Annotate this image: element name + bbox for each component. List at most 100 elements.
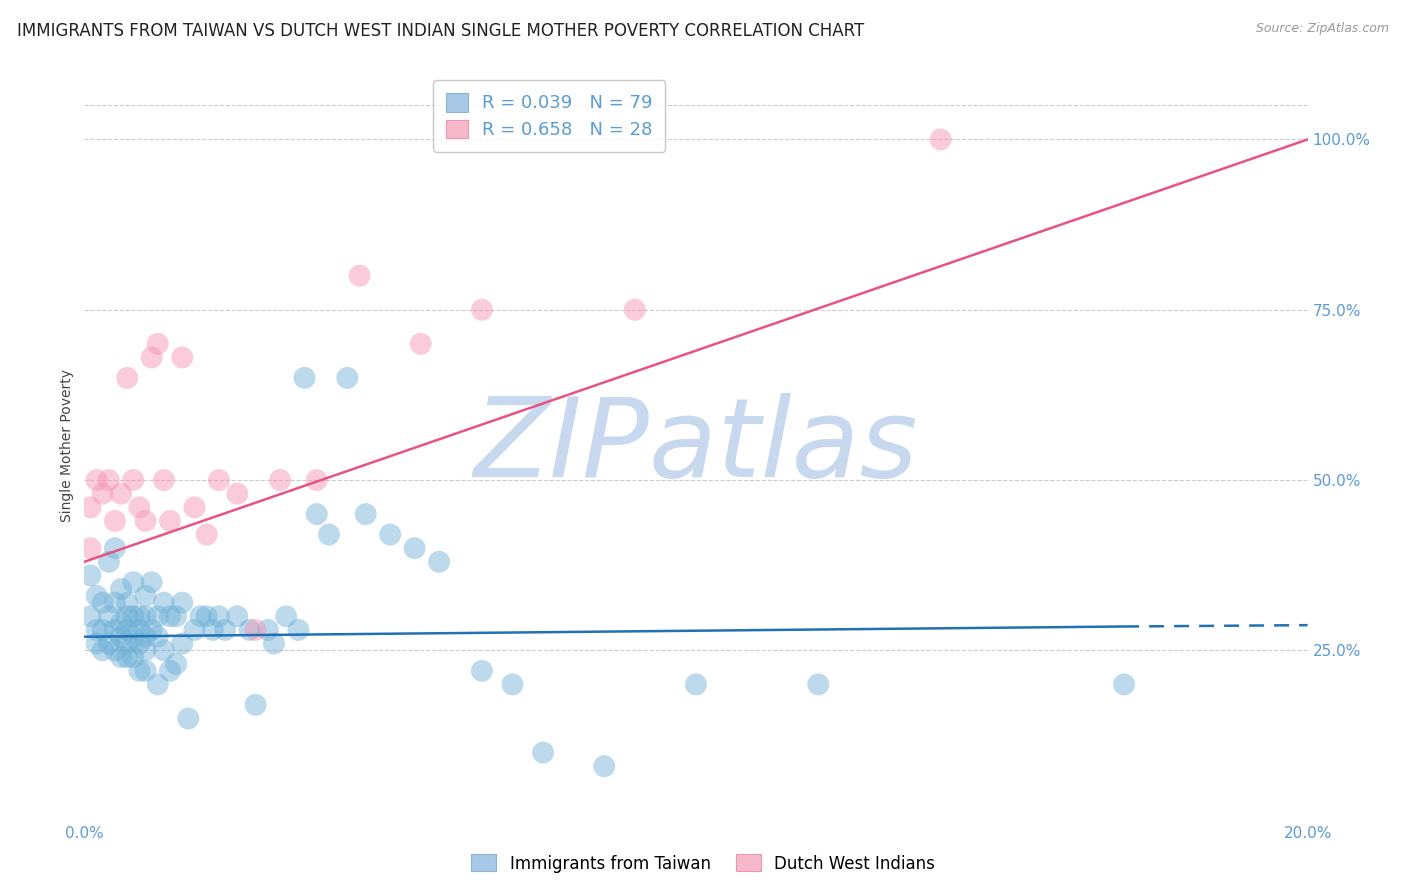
- Text: Source: ZipAtlas.com: Source: ZipAtlas.com: [1256, 22, 1389, 36]
- Point: [135, 589, 157, 603]
- Point: [153, 596, 176, 610]
- Point: [245, 623, 267, 637]
- Point: [318, 527, 340, 541]
- Point: [128, 609, 150, 624]
- Point: [409, 336, 432, 351]
- Point: [141, 623, 163, 637]
- Point: [177, 711, 200, 725]
- Point: [104, 514, 127, 528]
- Point: [97, 555, 120, 569]
- Point: [122, 650, 145, 665]
- Point: [165, 657, 187, 671]
- Point: [1114, 677, 1136, 691]
- Point: [263, 636, 285, 650]
- Point: [115, 650, 138, 665]
- Point: [86, 589, 108, 603]
- Point: [294, 371, 316, 385]
- Point: [128, 664, 150, 678]
- Point: [122, 630, 145, 644]
- Point: [685, 677, 707, 691]
- Legend: Immigrants from Taiwan, Dutch West Indians: Immigrants from Taiwan, Dutch West India…: [464, 847, 942, 880]
- Point: [135, 664, 157, 678]
- Point: [502, 677, 524, 691]
- Point: [201, 623, 224, 637]
- Point: [79, 541, 101, 556]
- Point: [226, 486, 249, 500]
- Point: [122, 473, 145, 487]
- Point: [153, 473, 176, 487]
- Point: [208, 473, 231, 487]
- Point: [172, 596, 194, 610]
- Point: [122, 575, 145, 590]
- Point: [79, 609, 101, 624]
- Point: [336, 371, 359, 385]
- Point: [146, 336, 169, 351]
- Point: [104, 541, 127, 556]
- Point: [110, 630, 132, 644]
- Point: [135, 630, 157, 644]
- Point: [146, 630, 169, 644]
- Point: [146, 609, 169, 624]
- Point: [257, 623, 280, 637]
- Text: ZIPatlas: ZIPatlas: [474, 392, 918, 500]
- Point: [104, 596, 127, 610]
- Point: [159, 514, 181, 528]
- Point: [115, 596, 138, 610]
- Point: [115, 623, 138, 637]
- Point: [110, 486, 132, 500]
- Point: [208, 609, 231, 624]
- Point: [593, 759, 616, 773]
- Point: [183, 623, 205, 637]
- Point: [86, 473, 108, 487]
- Point: [195, 609, 218, 624]
- Point: [624, 302, 647, 317]
- Text: IMMIGRANTS FROM TAIWAN VS DUTCH WEST INDIAN SINGLE MOTHER POVERTY CORRELATION CH: IMMIGRANTS FROM TAIWAN VS DUTCH WEST IND…: [17, 22, 865, 40]
- Point: [79, 568, 101, 582]
- Point: [349, 268, 371, 283]
- Point: [214, 623, 236, 637]
- Point: [135, 643, 157, 657]
- Point: [380, 527, 402, 541]
- Point: [531, 746, 554, 760]
- Point: [97, 473, 120, 487]
- Point: [91, 643, 114, 657]
- Point: [159, 609, 181, 624]
- Point: [276, 609, 298, 624]
- Point: [354, 507, 377, 521]
- Point: [238, 623, 260, 637]
- Point: [427, 555, 450, 569]
- Point: [122, 609, 145, 624]
- Point: [110, 582, 132, 596]
- Point: [115, 636, 138, 650]
- Point: [141, 575, 163, 590]
- Point: [471, 664, 494, 678]
- Point: [97, 609, 120, 624]
- Point: [929, 132, 952, 146]
- Point: [128, 636, 150, 650]
- Point: [110, 616, 132, 631]
- Point: [135, 514, 157, 528]
- Point: [159, 664, 181, 678]
- Point: [128, 500, 150, 515]
- Point: [165, 609, 187, 624]
- Point: [135, 609, 157, 624]
- Point: [115, 371, 138, 385]
- Point: [195, 527, 218, 541]
- Point: [128, 623, 150, 637]
- Point: [183, 500, 205, 515]
- Point: [146, 677, 169, 691]
- Point: [404, 541, 426, 556]
- Point: [245, 698, 267, 712]
- Point: [91, 486, 114, 500]
- Point: [471, 302, 494, 317]
- Point: [110, 650, 132, 665]
- Point: [104, 643, 127, 657]
- Point: [86, 623, 108, 637]
- Point: [287, 623, 309, 637]
- Point: [104, 623, 127, 637]
- Point: [305, 473, 328, 487]
- Point: [153, 643, 176, 657]
- Point: [86, 636, 108, 650]
- Point: [269, 473, 291, 487]
- Point: [91, 623, 114, 637]
